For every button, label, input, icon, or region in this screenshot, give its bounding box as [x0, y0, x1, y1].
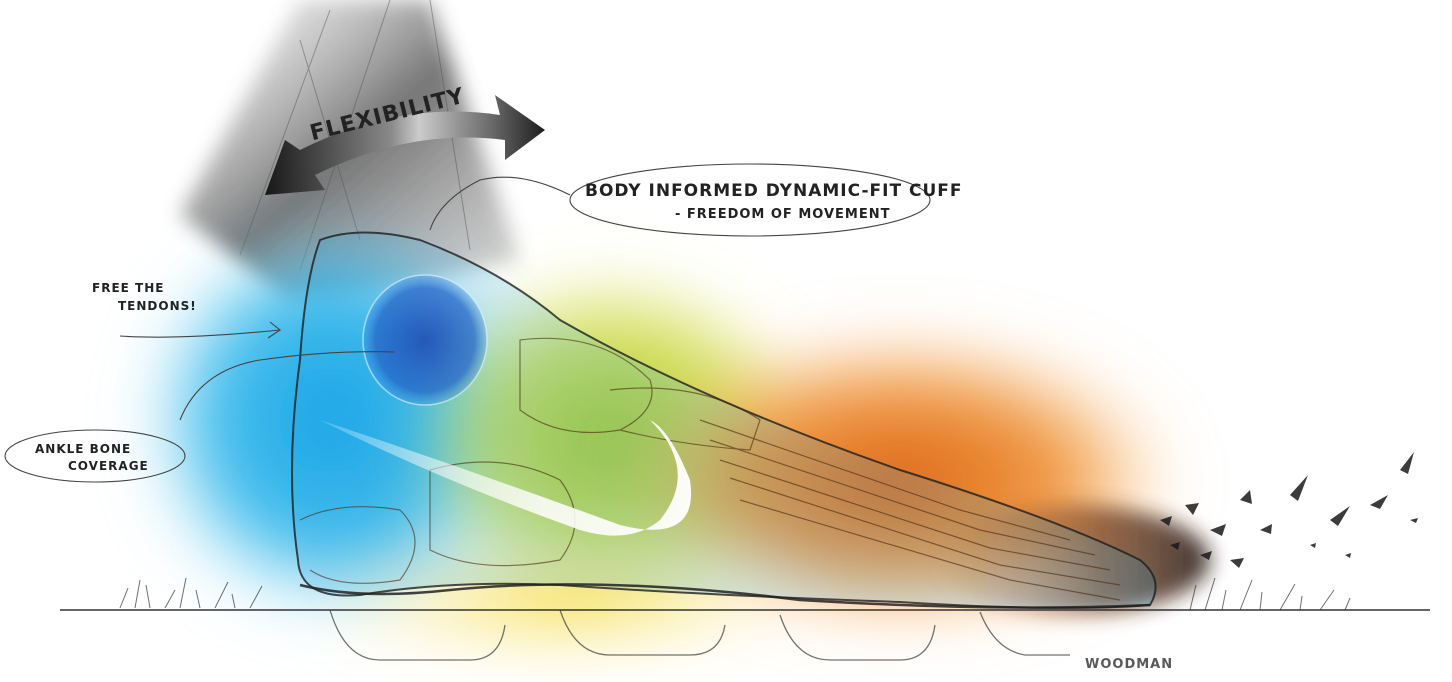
- tendons-callout-line2: TENDONS!: [118, 299, 197, 313]
- tendons-callout-line1: FREE THE: [92, 281, 164, 295]
- ankle-bone: [363, 275, 487, 405]
- heat-glow: [140, 220, 1210, 660]
- ankle-callout-line1: ANKLE BONE: [35, 442, 131, 456]
- cuff-callout-line2: - FREEDOM OF MOVEMENT: [675, 207, 890, 222]
- signature: WOODMAN: [1085, 657, 1173, 672]
- ankle-callout-line2: COVERAGE: [68, 459, 149, 473]
- flex-arrow-icon: [265, 95, 545, 195]
- callouts: [4, 163, 931, 483]
- cuff-callout-line1: BODY INFORMED DYNAMIC-FIT CUFF: [585, 181, 962, 201]
- cuff-callout-bubble: [569, 163, 931, 237]
- grass-icon: [119, 577, 1351, 611]
- bones: [299, 337, 1121, 601]
- ankle-callout-bubble: [4, 429, 186, 483]
- foot: [290, 231, 1157, 609]
- ground: [60, 452, 1430, 661]
